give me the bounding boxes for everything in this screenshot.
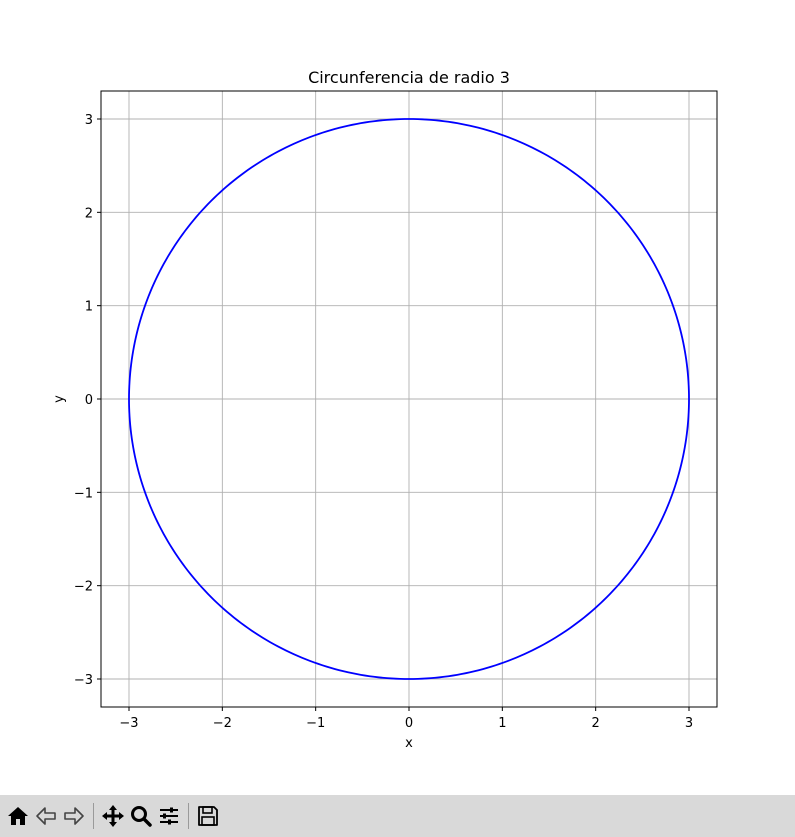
pan-icon [102,805,124,827]
home-button[interactable] [4,800,32,832]
forward-arrow-icon [64,807,84,825]
configure-subplots-button[interactable] [155,800,183,832]
x-tick-label: 3 [685,716,693,731]
y-tick-label: 0 [85,393,93,408]
toolbar-separator [93,803,94,829]
navigation-toolbar [0,795,795,837]
x-tick-label: −1 [306,716,325,731]
back-button[interactable] [32,800,60,832]
y-tick-label: 2 [85,206,93,221]
pan-button[interactable] [99,800,127,832]
back-arrow-icon [36,807,56,825]
toolbar-separator [188,803,189,829]
y-tick-label: −1 [74,486,93,501]
y-axis-label: y [52,395,67,403]
figure: Circunferencia de radio 3 −3 −2 −1 0 1 2 3 −3 −2… [52,68,718,751]
home-icon [8,807,28,825]
zoom-icon [131,806,152,827]
circle-series-line [128,118,690,680]
x-tick-label: −3 [119,716,138,731]
y-tick-label: 3 [85,113,93,128]
x-axis-label: x [405,736,413,751]
save-button[interactable] [194,800,222,832]
save-icon [198,806,218,826]
plot-area [128,118,690,680]
configure-subplots-icon [160,807,178,825]
x-tick-label: 1 [498,716,506,731]
y-tick-label: −2 [74,580,93,595]
y-tick-label: −3 [74,673,93,688]
forward-button[interactable] [60,800,88,832]
x-tick-label: 0 [405,716,413,731]
chart-title: Circunferencia de radio 3 [308,68,510,87]
ticks: −3 −2 −1 0 1 2 3 −3 −2 −1 0 1 2 3 [74,113,693,731]
x-tick-label: −2 [213,716,232,731]
x-tick-label: 2 [592,716,600,731]
zoom-button[interactable] [127,800,155,832]
y-tick-label: 1 [85,300,93,315]
